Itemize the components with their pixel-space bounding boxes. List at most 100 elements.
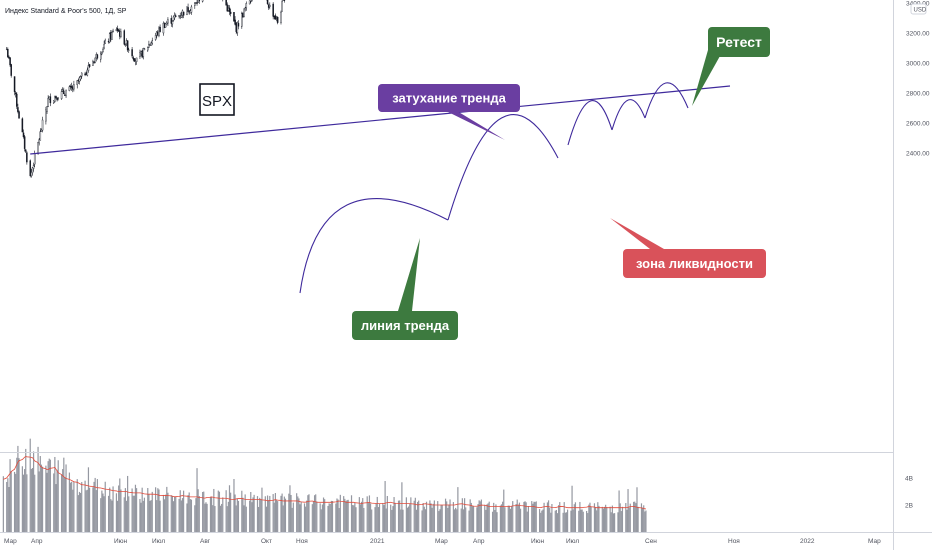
candle-body[interactable]: [139, 52, 141, 58]
candle-body[interactable]: [86, 69, 89, 76]
candle-body[interactable]: [46, 106, 48, 112]
volume-bar[interactable]: [629, 503, 631, 532]
volume-bar[interactable]: [532, 503, 534, 532]
volume-bar[interactable]: [85, 490, 87, 532]
candle-body[interactable]: [229, 11, 232, 14]
volume-bar[interactable]: [415, 509, 418, 532]
volume-bar[interactable]: [338, 508, 340, 532]
volume-bar[interactable]: [259, 497, 261, 532]
volume-bar[interactable]: [94, 477, 96, 532]
candle-body[interactable]: [49, 96, 52, 104]
volume-bar[interactable]: [213, 488, 215, 532]
volume-bar[interactable]: [610, 512, 612, 532]
volume-bar[interactable]: [120, 489, 122, 532]
candle-body[interactable]: [47, 98, 49, 107]
volume-bar[interactable]: [384, 481, 386, 532]
candle-body[interactable]: [187, 7, 189, 12]
candle-body[interactable]: [281, 1, 283, 12]
volume-bar[interactable]: [128, 496, 130, 532]
volume-bar[interactable]: [292, 502, 294, 532]
candle-body[interactable]: [116, 28, 119, 31]
volume-bar[interactable]: [221, 503, 223, 532]
volume-bar[interactable]: [34, 474, 36, 532]
volume-bar[interactable]: [508, 505, 510, 532]
volume-bar[interactable]: [554, 510, 556, 532]
volume-bar[interactable]: [558, 505, 560, 532]
volume-bar[interactable]: [203, 491, 205, 532]
volume-bar[interactable]: [374, 507, 376, 532]
volume-bar[interactable]: [250, 491, 252, 532]
volume-bar[interactable]: [502, 501, 504, 532]
candle-body[interactable]: [123, 30, 126, 45]
volume-bar[interactable]: [382, 502, 384, 532]
candle-body[interactable]: [37, 141, 39, 154]
volume-bar[interactable]: [186, 503, 188, 532]
volume-bar[interactable]: [124, 488, 126, 532]
volume-bar[interactable]: [619, 503, 621, 532]
volume-bar[interactable]: [488, 501, 490, 532]
volume-bar[interactable]: [527, 506, 530, 532]
volume-bar[interactable]: [296, 493, 298, 532]
volume-bar[interactable]: [413, 500, 415, 532]
volume-bar[interactable]: [119, 478, 121, 532]
volume-bar[interactable]: [107, 495, 110, 532]
volume-bar[interactable]: [182, 490, 185, 532]
candle-body[interactable]: [73, 84, 75, 90]
volume-bar[interactable]: [88, 487, 91, 532]
volume-bar[interactable]: [158, 489, 160, 532]
volume-bar[interactable]: [71, 481, 73, 532]
volume-bar[interactable]: [579, 501, 581, 532]
volume-bar[interactable]: [319, 503, 321, 532]
volume-bar[interactable]: [103, 496, 105, 532]
volume-bar[interactable]: [234, 494, 236, 532]
volume-bar[interactable]: [141, 487, 143, 532]
candle-body[interactable]: [280, 11, 282, 23]
volume-bar[interactable]: [297, 496, 299, 532]
candle-body[interactable]: [9, 57, 11, 66]
candle-body[interactable]: [92, 61, 94, 66]
volume-bar[interactable]: [45, 465, 47, 532]
candle-body[interactable]: [170, 18, 173, 24]
trend-line-group[interactable]: [30, 85, 731, 155]
volume-bar[interactable]: [196, 468, 198, 532]
candle-body[interactable]: [54, 96, 56, 102]
candle-body[interactable]: [131, 49, 133, 57]
volume-bar[interactable]: [162, 494, 165, 532]
candle-body[interactable]: [88, 64, 91, 67]
candle-body[interactable]: [243, 8, 245, 17]
candle-body[interactable]: [120, 31, 122, 37]
volume-bar[interactable]: [391, 509, 393, 532]
volume-bar[interactable]: [581, 509, 583, 532]
volume-bar[interactable]: [156, 500, 158, 532]
volume-bar[interactable]: [116, 500, 119, 532]
volume-bar[interactable]: [206, 503, 208, 532]
candle-body[interactable]: [63, 90, 65, 95]
volume-bar[interactable]: [281, 493, 283, 532]
volume-bar[interactable]: [109, 487, 111, 532]
volume-bar[interactable]: [93, 481, 95, 532]
volume-bar[interactable]: [222, 497, 224, 532]
volume-bar[interactable]: [63, 457, 65, 532]
volume-bar[interactable]: [453, 509, 456, 532]
candle-body[interactable]: [225, 0, 227, 6]
volume-bar[interactable]: [637, 506, 639, 532]
volume-bar[interactable]: [197, 489, 199, 532]
volume-bar[interactable]: [64, 477, 66, 532]
volume-bar[interactable]: [444, 498, 447, 532]
volume-bar[interactable]: [149, 500, 151, 532]
volume-bar[interactable]: [424, 509, 427, 532]
volume-bar[interactable]: [159, 500, 161, 532]
candle-body[interactable]: [201, 0, 204, 2]
volume-bar[interactable]: [337, 499, 339, 532]
volume-bar[interactable]: [92, 487, 94, 532]
volume-bar[interactable]: [81, 482, 83, 532]
volume-bar[interactable]: [288, 493, 290, 532]
volume-bar[interactable]: [139, 498, 141, 532]
volume-bar[interactable]: [77, 495, 79, 532]
candle-body[interactable]: [150, 42, 152, 46]
candle-body[interactable]: [40, 129, 43, 132]
volume-bar[interactable]: [627, 489, 629, 532]
volume-bar[interactable]: [429, 500, 431, 532]
volume-bar[interactable]: [517, 504, 519, 532]
volume-bar[interactable]: [127, 475, 129, 532]
